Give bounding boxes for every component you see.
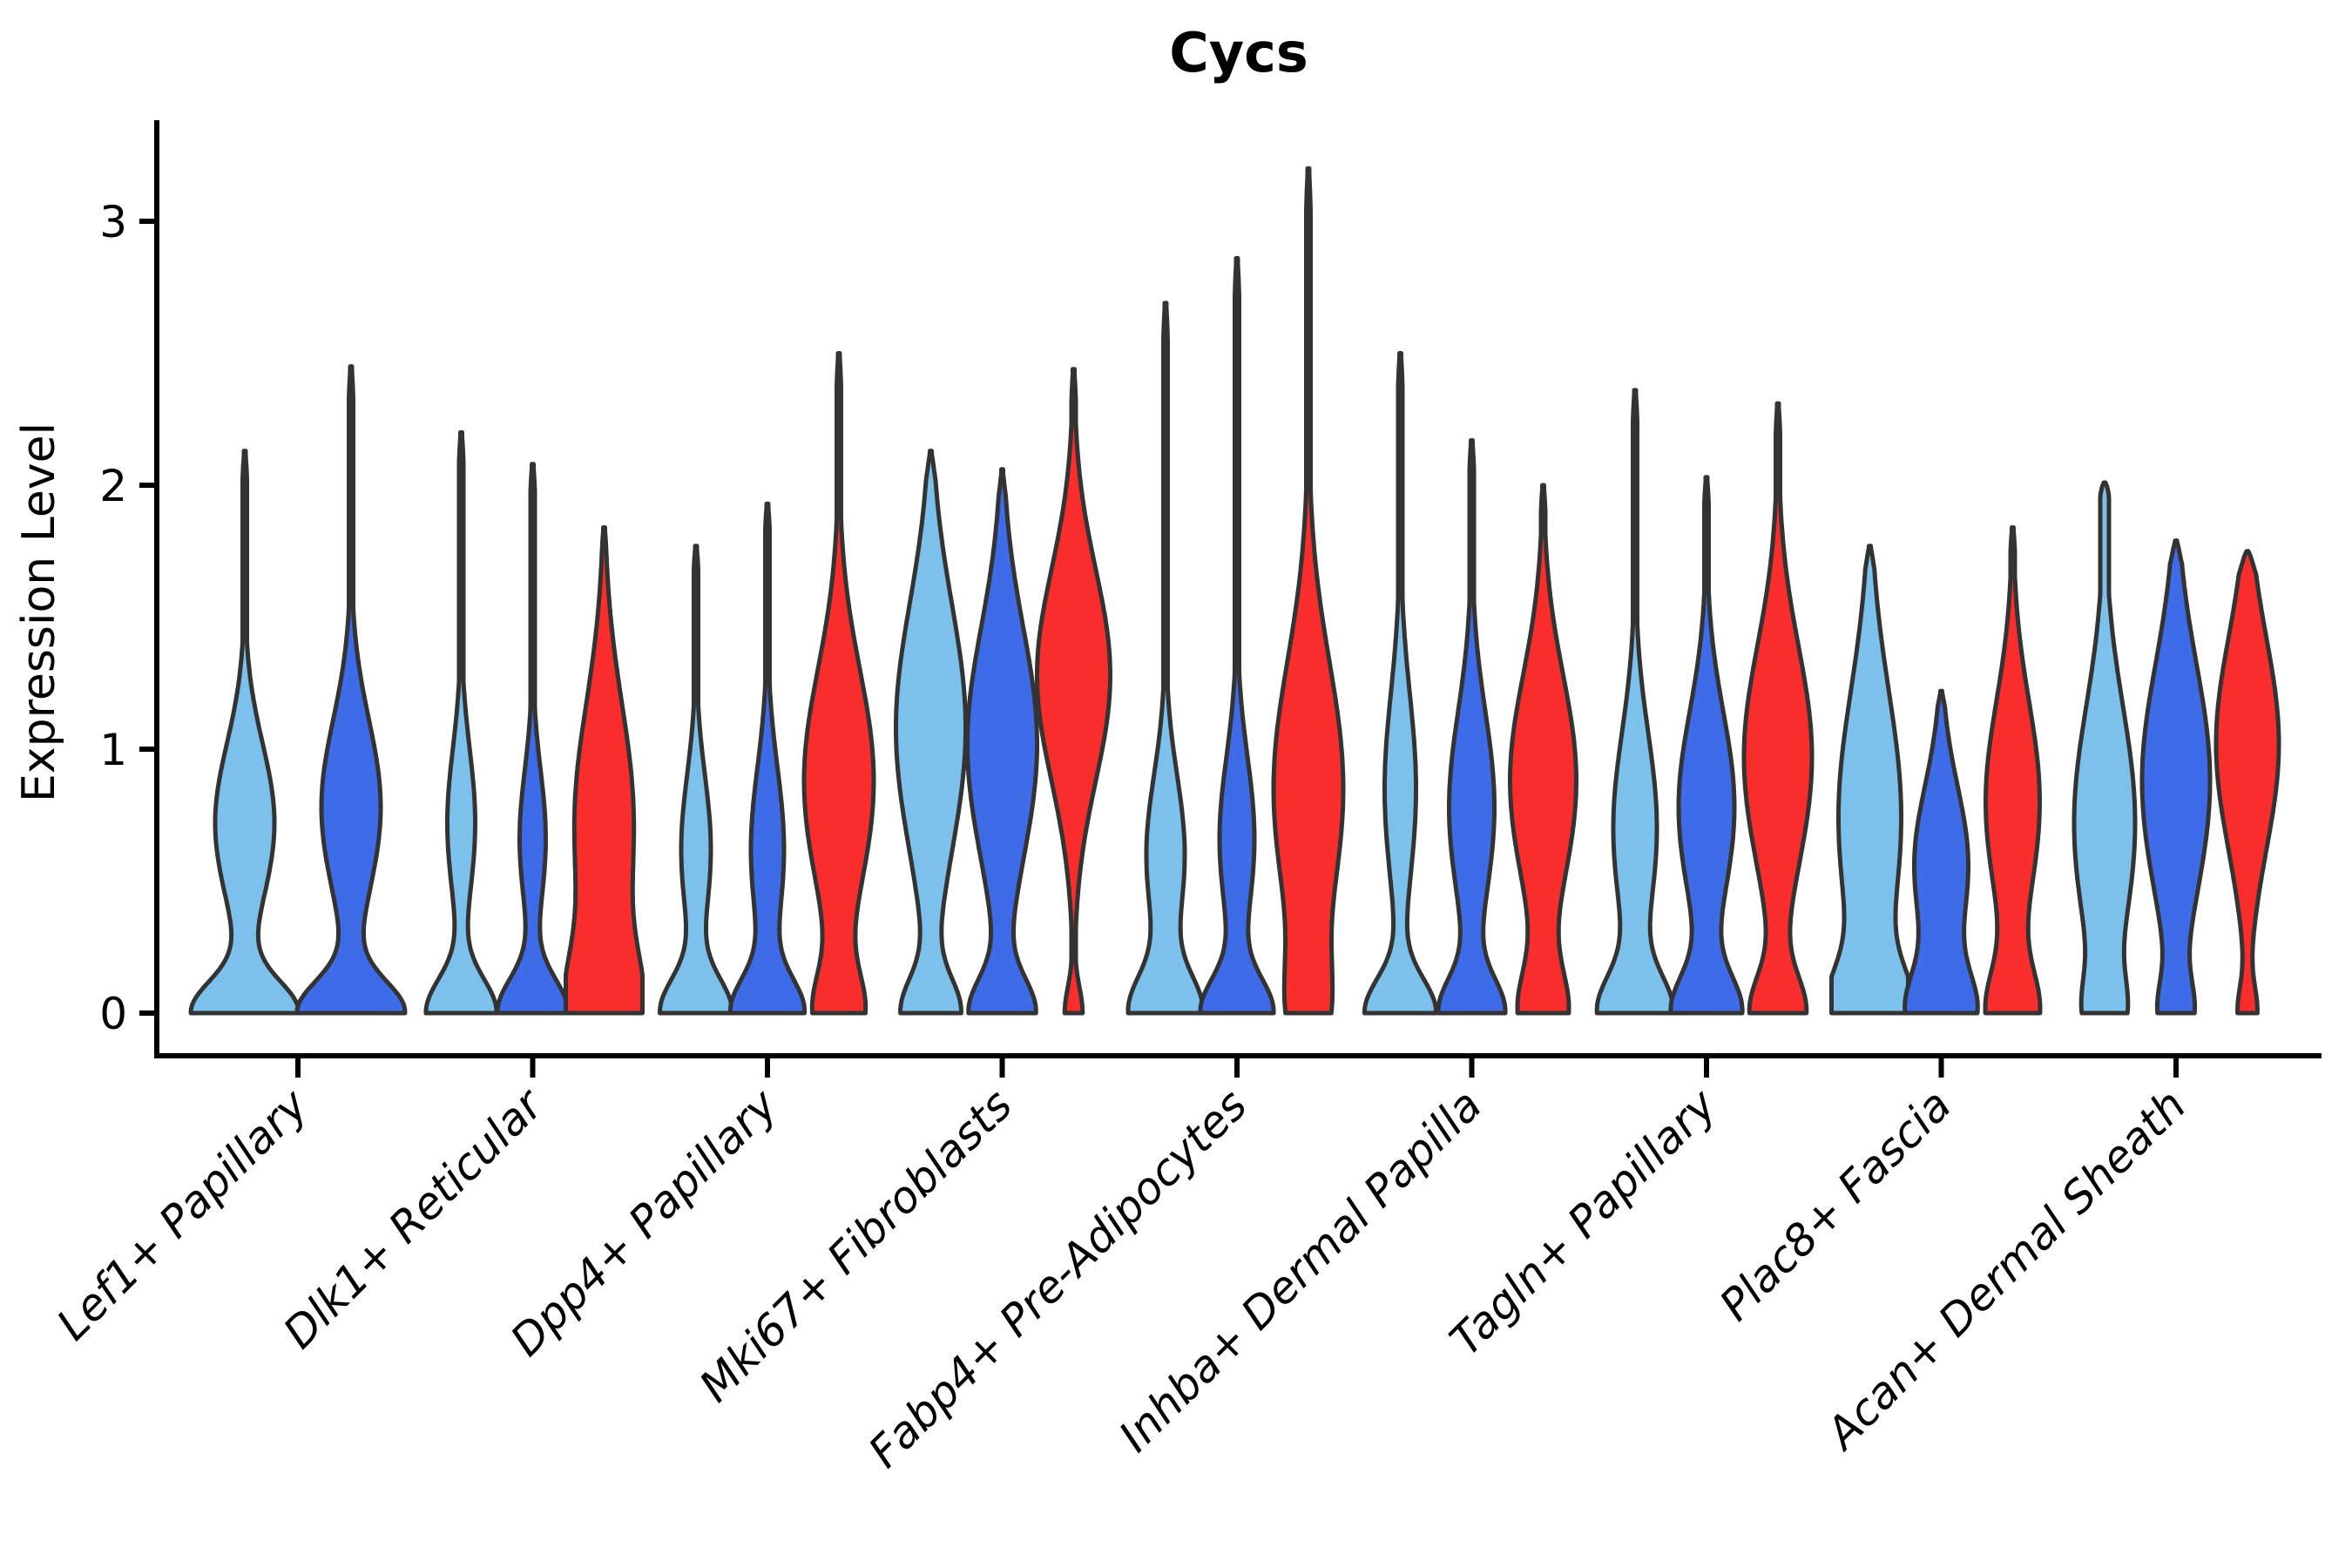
violin-tagln-papillary-light-blue [1594,388,1676,1016]
violin-plac8-fascia-dark-blue [1903,688,1980,1016]
violin-inhba-dermal-papilla-red [1508,483,1578,1016]
x-tick-label-dlk1-reticular: Dlk1+ Reticular [274,1078,554,1358]
violin-dlk1-reticular-light-blue [423,429,499,1016]
violin-tagln-papillary-dark-blue [1668,475,1745,1016]
violin-fabp4-pre-adipocytes-red [1271,166,1346,1016]
violin-dlk1-reticular-red [564,525,645,1016]
y-tick-label-3: 3 [99,197,127,247]
violin-acan-dermal-sheath-dark-blue [2139,538,2213,1016]
violin-fabp4-pre-adipocytes-dark-blue [1198,255,1276,1016]
violin-dpp4-papillary-light-blue [658,544,734,1016]
y-tick-label-2: 2 [99,461,127,511]
violin-tagln-papillary-red [1741,401,1815,1016]
y-axis-label: Expression Level [13,422,65,802]
violin-plac8-fascia-light-blue [1829,544,1910,1016]
violin-fabp4-pre-adipocytes-light-blue [1125,301,1206,1016]
x-tick-label-fabp4-pre-adipocytes: Fabp4+ Pre-Adipocytes [859,1079,1257,1477]
chart-title: Cycs [1169,21,1308,84]
x-tick-label-plac8-fascia: Plac8+ Fascia [1710,1079,1961,1330]
violin-inhba-dermal-papilla-dark-blue [1436,438,1508,1016]
violin-mki67-fibroblasts-red [1035,367,1112,1016]
violin-inhba-dermal-papilla-light-blue [1362,351,1439,1016]
y-tick-label-0: 0 [99,989,127,1039]
violin-mki67-fibroblasts-dark-blue [965,467,1039,1016]
violin-lef1-papillary-light-blue [188,449,301,1016]
violin-series-group [188,166,2281,1016]
violin-acan-dermal-sheath-light-blue [2072,480,2138,1016]
violin-plac8-fascia-red [1983,525,2043,1016]
violin-dlk1-reticular-dark-blue [495,462,571,1016]
violin-dpp4-papillary-dark-blue [727,501,808,1016]
violin-acan-dermal-sheath-red [2213,549,2281,1016]
violin-mki67-fibroblasts-light-blue [894,449,968,1016]
y-axis-ticks: 0 1 2 3 [99,197,157,1039]
y-tick-label-1: 1 [99,725,127,775]
violin-dpp4-papillary-red [801,351,876,1016]
x-tick-label-lef1-papillary: Lef1+ Papillary [47,1078,318,1349]
violin-lef1-papillary-dark-blue [294,364,408,1016]
